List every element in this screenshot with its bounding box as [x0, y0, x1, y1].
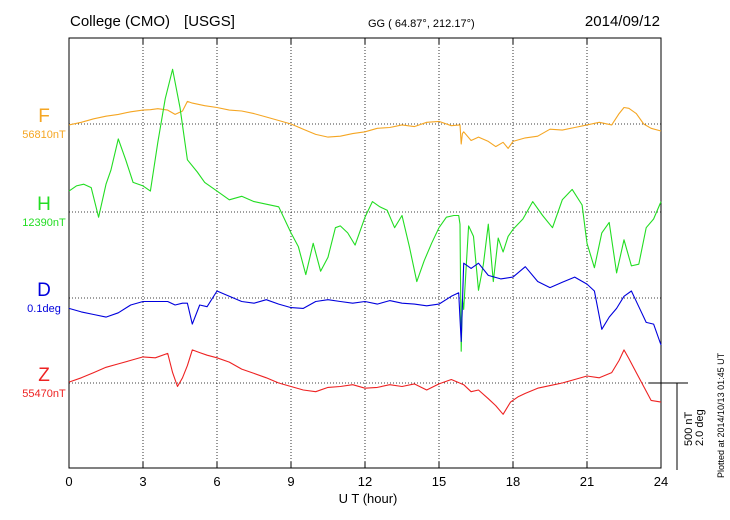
series-line-h [68, 68, 662, 352]
series-lines [68, 68, 662, 415]
channel-baseline-d: 0.1deg [27, 303, 61, 315]
channel-name-f: F [38, 106, 50, 127]
x-tick-label-12: 12 [358, 474, 372, 489]
channel-name-h: H [37, 194, 51, 215]
channel-baseline-z: 55470nT [22, 388, 66, 400]
scale-deg-label: 2.0 deg [694, 409, 706, 446]
plotted-timestamp: Plotted at 2014/10/13 01:45 UT [716, 352, 726, 478]
scale-bar: 500 nT 2.0 deg [649, 382, 706, 470]
x-tick-label-0: 0 [65, 474, 72, 489]
channel-name-d: D [37, 280, 51, 301]
x-axis-ticks [68, 38, 662, 468]
x-tick-label-9: 9 [287, 474, 294, 489]
series-line-f [68, 100, 662, 149]
x-axis-label: U T (hour) [339, 491, 398, 506]
source-label: [USGS] [184, 13, 235, 30]
x-tick-label-24: 24 [654, 474, 668, 489]
x-tick-label-3: 3 [139, 474, 146, 489]
series-line-d [68, 262, 662, 346]
x-tick-label-21: 21 [580, 474, 594, 489]
channel-baseline-f: 56810nT [22, 129, 66, 141]
station-title: College (CMO) [70, 13, 170, 30]
channel-baseline-h: 12390nT [22, 217, 66, 229]
x-tick-label-15: 15 [432, 474, 446, 489]
coordinates-label: GG ( 64.87°, 212.17°) [368, 18, 475, 30]
scale-nt-label: 500 nT [683, 411, 695, 446]
x-tick-label-6: 6 [213, 474, 220, 489]
vertical-gridlines [142, 38, 588, 468]
x-axis-tick-labels: 0 3 6 9 12 15 18 21 24 [65, 474, 668, 489]
series-line-z [68, 349, 662, 415]
x-tick-label-18: 18 [506, 474, 520, 489]
date-label: 2014/09/12 [585, 13, 660, 30]
channel-name-z: Z [38, 365, 50, 386]
channel-labels: F 56810nT H 12390nT D 0.1deg Z 55470nT [22, 106, 66, 400]
plot-frame [68, 37, 662, 469]
